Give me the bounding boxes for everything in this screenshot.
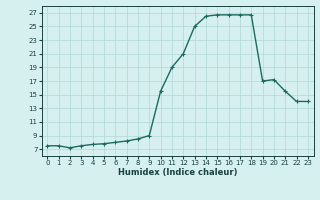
X-axis label: Humidex (Indice chaleur): Humidex (Indice chaleur) bbox=[118, 168, 237, 177]
